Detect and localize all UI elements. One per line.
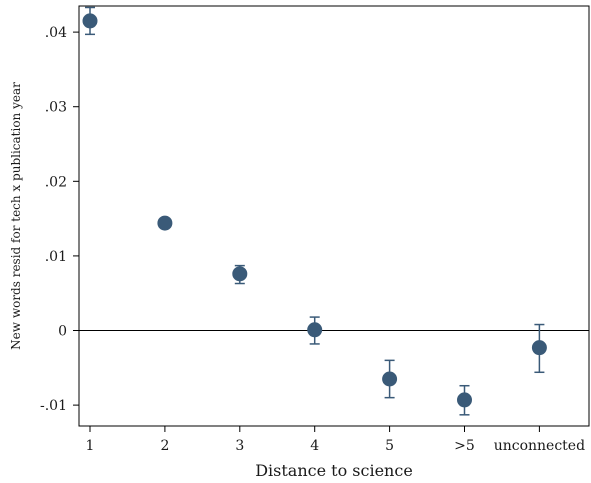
x-tick-label: 1	[86, 438, 95, 454]
x-axis-title: Distance to science	[255, 461, 413, 480]
y-tick-label: 0	[58, 324, 67, 340]
y-tick-label: .03	[45, 100, 67, 116]
x-tick-label: unconnected	[494, 438, 585, 454]
x-tick-label: 3	[235, 438, 244, 454]
y-tick-label: -.01	[40, 398, 67, 414]
x-axis: 1 2 3 4 5 >5 unconnected	[86, 426, 585, 454]
y-axis-title: New words resid for tech x publication y…	[9, 82, 23, 350]
x-tick-label: 2	[160, 438, 169, 454]
data-point	[232, 266, 248, 282]
data-point	[457, 392, 472, 408]
y-tick-label: .01	[45, 249, 67, 265]
plot-frame	[78, 5, 590, 427]
data-point	[307, 322, 323, 338]
x-tick-label: >5	[454, 438, 475, 454]
x-tick-label: 5	[385, 438, 394, 454]
data-point	[382, 371, 398, 387]
x-tick-label: 4	[310, 438, 319, 454]
data-point	[157, 215, 173, 231]
y-axis: -.01 0 .01 .02 .03 .04	[40, 25, 79, 414]
data-point	[531, 340, 547, 356]
y-tick-label: .02	[45, 174, 67, 190]
data-marks	[82, 6, 547, 416]
data-point	[82, 13, 98, 29]
y-tick-label: .04	[45, 25, 67, 41]
